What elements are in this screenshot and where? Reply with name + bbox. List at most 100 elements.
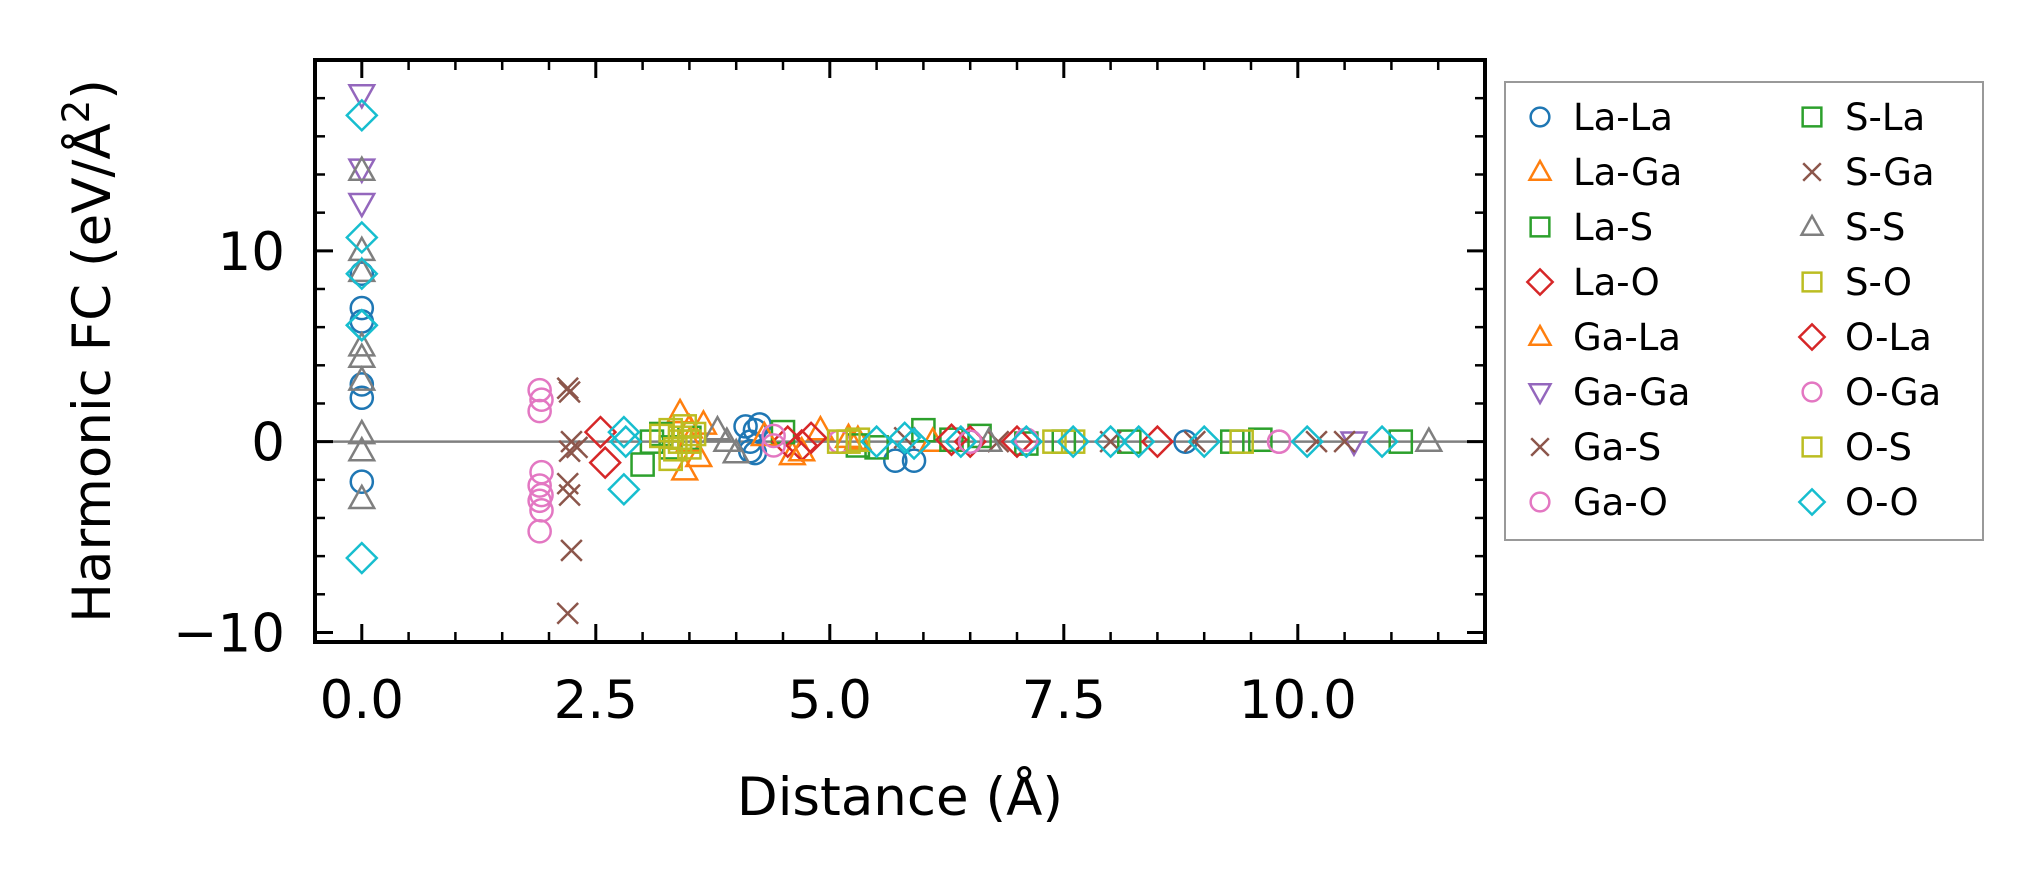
legend-label: La-Ga [1573, 151, 1682, 194]
point-la-la [349, 372, 375, 397]
point-la-ga [684, 441, 714, 468]
point-la-ga [777, 439, 807, 466]
point-o-o [607, 415, 641, 449]
legend-label: Ga-O [1573, 481, 1668, 524]
legend-item: O-S [1801, 426, 1912, 469]
point-o-o [1009, 424, 1044, 459]
point-o-o [345, 308, 379, 342]
point-la-ga [665, 397, 695, 424]
legend-frame [1504, 81, 1984, 541]
x-tick-label: 7.5 [1022, 670, 1106, 731]
point-o-o [887, 421, 922, 455]
legend-item: Ga-La [1527, 316, 1681, 359]
point-s-s [347, 365, 377, 391]
point-s-s [347, 155, 377, 182]
point-s-s [721, 437, 751, 464]
legend-item: La-S [1529, 206, 1653, 249]
series-s-s [347, 155, 1444, 510]
x-axis-title: Distance (Å) [737, 764, 1063, 828]
point-o-o [944, 424, 978, 459]
point-ga-s [556, 602, 580, 625]
point-s-o [845, 427, 871, 453]
point-s-s [347, 418, 377, 445]
point-ga-s [558, 483, 581, 507]
point-o-o [345, 98, 379, 133]
point-la-s [1248, 427, 1273, 453]
point-la-la [349, 261, 375, 287]
point-s-s [974, 426, 1004, 452]
point-o-o [1365, 424, 1399, 459]
legend-marker [1801, 381, 1823, 403]
legend-item: S-S [1799, 206, 1905, 249]
point-s-la [939, 427, 964, 453]
y-tick-label: 10 [218, 222, 285, 283]
point-ga-s [1333, 430, 1356, 453]
point-ga-o [527, 473, 552, 498]
point-o-o [1121, 424, 1156, 459]
point-s-o [681, 421, 707, 447]
legend-marker [1529, 106, 1551, 128]
legend-item: La-O [1525, 261, 1660, 304]
legend-item: S-Ga [1802, 151, 1935, 194]
x-tick-label: 0.0 [320, 670, 404, 731]
point-la-la [349, 469, 375, 495]
legend-label: S-O [1845, 261, 1912, 304]
point-ga-s [556, 376, 580, 400]
point-o-o [1290, 424, 1324, 459]
legend-marker [1801, 271, 1823, 293]
point-la-la [349, 385, 375, 411]
point-ga-s [1183, 430, 1207, 453]
point-o-o [859, 424, 894, 459]
series-s-o [649, 414, 1254, 472]
series-o-s [677, 429, 1086, 454]
point-ga-s [560, 539, 583, 562]
point-s-ga [1305, 430, 1328, 453]
legend-item: La-La [1529, 96, 1673, 139]
point-ga-o [527, 398, 552, 424]
point-ga-o [527, 488, 552, 514]
point-o-o [345, 257, 379, 291]
y-tick-label: −10 [173, 603, 285, 664]
point-s-s [1414, 426, 1444, 452]
point-o-o [345, 220, 379, 255]
series-o-o [345, 98, 1399, 575]
point-s-o [1229, 429, 1254, 454]
legend-marker [1530, 437, 1550, 457]
legend-item: O-O [1797, 481, 1919, 524]
point-la-la [883, 448, 908, 474]
point-s-s [347, 483, 377, 510]
legend-item: La-Ga [1527, 151, 1682, 194]
point-o-o [1187, 424, 1221, 459]
y-axis-title: Harmonic FC (eV/Å2) [55, 79, 124, 623]
point-ga-o [761, 423, 786, 449]
point-s-s [702, 414, 732, 441]
point-o-s [677, 429, 702, 454]
point-s-s [347, 256, 377, 283]
legend-label: La-O [1573, 261, 1660, 304]
point-la-la [349, 295, 375, 321]
legend-item: O-La [1797, 316, 1932, 359]
legend-marker [1802, 162, 1822, 182]
y-tick-label: 0 [251, 413, 285, 474]
x-tick-label: 10.0 [1239, 670, 1357, 731]
point-ga-o [1014, 427, 1039, 453]
point-o-s [1060, 429, 1086, 454]
legend-marker [1801, 106, 1823, 128]
point-o-o [609, 424, 643, 459]
legend-label: La-S [1573, 206, 1653, 249]
point-ga-s [558, 439, 581, 463]
legend-marker [1527, 158, 1553, 181]
series-ga-s [556, 376, 1356, 625]
point-ga-o [529, 387, 554, 412]
point-la-la [901, 448, 927, 474]
point-la-o [583, 415, 618, 449]
point-s-o [658, 446, 683, 472]
legend-marker [1799, 213, 1825, 236]
point-o-o [1093, 424, 1128, 459]
legend-label: Ga-La [1573, 316, 1681, 359]
legend-label: La-La [1573, 96, 1673, 139]
legend-item: O-Ga [1801, 371, 1941, 414]
legend-label: O-S [1845, 426, 1912, 469]
x-tick-label: 2.5 [554, 670, 638, 731]
legend-label: Ga-S [1573, 426, 1661, 469]
